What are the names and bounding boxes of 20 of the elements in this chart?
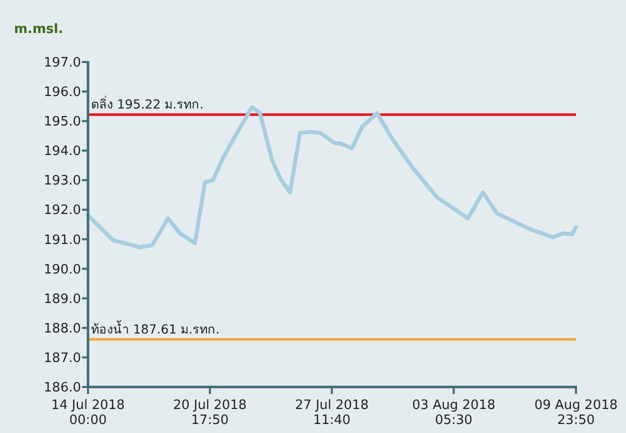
- y-tick-label: 187.0: [44, 350, 81, 366]
- ref-line-label: ท้องน้ำ 187.61 ม.รทก.: [91, 319, 220, 336]
- y-tick-label: 196.0: [44, 85, 81, 100]
- y-tick-label: 189.0: [44, 292, 81, 307]
- y-tick-label: 192.0: [44, 203, 81, 218]
- x-tick-label: 20 Jul 2018 17:50: [173, 398, 247, 428]
- y-axis-title: m.msl.: [14, 22, 64, 37]
- y-tick-label: 188.0: [44, 321, 81, 336]
- x-tick-label: 14 Jul 2018 00:00: [51, 398, 125, 428]
- y-tick-label: 190.0: [44, 262, 81, 278]
- y-tick-label: 186.0: [44, 380, 81, 396]
- y-tick-label: 193.0: [44, 174, 81, 189]
- x-tick-label: 03 Aug 2018 05:30: [412, 398, 496, 428]
- y-tick-label: 194.0: [44, 144, 81, 160]
- y-tick-label: 195.0: [44, 114, 81, 130]
- x-tick-label: 27 Jul 2018 11:40: [295, 398, 369, 428]
- y-tick-label: 191.0: [44, 232, 81, 248]
- x-tick-label: 09 Aug 2018 23:50: [534, 398, 618, 428]
- y-tick-label: 197.0: [44, 56, 81, 70]
- ref-line-label: ตลิ่ง 195.22 ม.รทก.: [91, 96, 204, 112]
